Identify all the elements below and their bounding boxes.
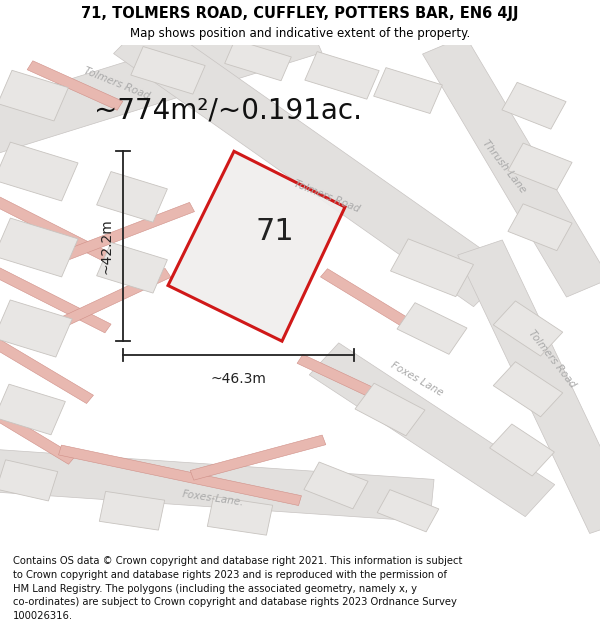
Polygon shape bbox=[113, 16, 511, 307]
Polygon shape bbox=[391, 239, 473, 297]
Polygon shape bbox=[131, 46, 205, 94]
Polygon shape bbox=[100, 491, 164, 530]
Text: co-ordinates) are subject to Crown copyright and database rights 2023 Ordnance S: co-ordinates) are subject to Crown copyr… bbox=[13, 598, 457, 608]
Polygon shape bbox=[27, 61, 123, 110]
Polygon shape bbox=[355, 383, 425, 436]
Polygon shape bbox=[97, 242, 167, 293]
Text: to Crown copyright and database rights 2023 and is reproduced with the permissio: to Crown copyright and database rights 2… bbox=[13, 570, 447, 580]
Polygon shape bbox=[0, 263, 111, 333]
Polygon shape bbox=[0, 192, 111, 262]
Text: Foxes-Lane.: Foxes-Lane. bbox=[181, 489, 245, 508]
Text: Thrush Lane: Thrush Lane bbox=[480, 138, 528, 195]
Polygon shape bbox=[458, 240, 600, 534]
Text: 100026316.: 100026316. bbox=[13, 611, 73, 621]
Text: Tolmers Road: Tolmers Road bbox=[526, 328, 578, 389]
Polygon shape bbox=[97, 172, 167, 222]
Polygon shape bbox=[297, 354, 411, 414]
Polygon shape bbox=[0, 449, 434, 522]
Text: HM Land Registry. The polygons (including the associated geometry, namely x, y: HM Land Registry. The polygons (includin… bbox=[13, 584, 417, 594]
Polygon shape bbox=[493, 301, 563, 356]
Polygon shape bbox=[190, 435, 326, 480]
Text: ~46.3m: ~46.3m bbox=[211, 372, 266, 386]
Text: 71: 71 bbox=[256, 216, 295, 246]
Polygon shape bbox=[57, 268, 171, 328]
Polygon shape bbox=[309, 343, 555, 517]
Polygon shape bbox=[397, 302, 467, 354]
Text: Map shows position and indicative extent of the property.: Map shows position and indicative extent… bbox=[130, 28, 470, 40]
Polygon shape bbox=[0, 218, 78, 277]
Polygon shape bbox=[0, 406, 76, 464]
Text: Contains OS data © Crown copyright and database right 2021. This information is : Contains OS data © Crown copyright and d… bbox=[13, 556, 463, 566]
Polygon shape bbox=[508, 143, 572, 190]
Text: ~774m²/~0.191ac.: ~774m²/~0.191ac. bbox=[94, 97, 362, 125]
Text: Tolmers Road: Tolmers Road bbox=[293, 179, 361, 215]
Polygon shape bbox=[320, 269, 436, 342]
Polygon shape bbox=[305, 52, 379, 99]
Polygon shape bbox=[508, 204, 572, 251]
Polygon shape bbox=[493, 362, 563, 417]
Polygon shape bbox=[0, 300, 72, 357]
Polygon shape bbox=[208, 496, 272, 535]
Polygon shape bbox=[59, 445, 301, 506]
Text: 71, TOLMERS ROAD, CUFFLEY, POTTERS BAR, EN6 4JJ: 71, TOLMERS ROAD, CUFFLEY, POTTERS BAR, … bbox=[81, 6, 519, 21]
Polygon shape bbox=[168, 151, 345, 341]
Polygon shape bbox=[58, 202, 194, 262]
Polygon shape bbox=[0, 460, 58, 501]
Polygon shape bbox=[377, 489, 439, 532]
Polygon shape bbox=[422, 36, 600, 297]
Polygon shape bbox=[224, 39, 292, 81]
Polygon shape bbox=[0, 384, 65, 435]
Polygon shape bbox=[0, 71, 68, 121]
Polygon shape bbox=[0, 142, 78, 201]
Text: Foxes Lane: Foxes Lane bbox=[389, 360, 445, 398]
Polygon shape bbox=[374, 68, 442, 114]
Polygon shape bbox=[304, 462, 368, 509]
Polygon shape bbox=[490, 424, 554, 476]
Text: ~42.2m: ~42.2m bbox=[99, 218, 113, 274]
Polygon shape bbox=[502, 82, 566, 129]
Polygon shape bbox=[0, 334, 94, 404]
Polygon shape bbox=[0, 7, 322, 159]
Text: Tolmers Road: Tolmers Road bbox=[83, 65, 151, 101]
